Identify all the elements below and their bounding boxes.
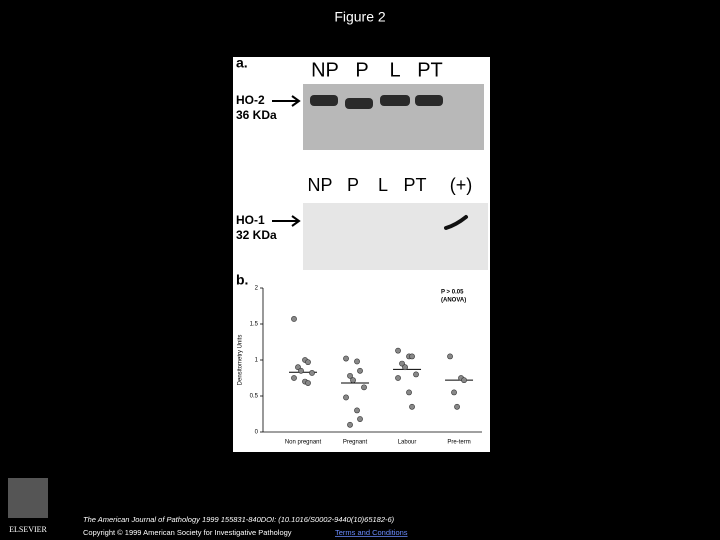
y-axis-label: Densitometry Units — [238, 335, 244, 386]
point — [309, 370, 315, 376]
x-tick-label: Pre-term — [447, 440, 470, 446]
point — [357, 416, 363, 422]
point — [409, 353, 415, 360]
point — [357, 367, 363, 374]
logo-image — [8, 478, 48, 518]
citation: The American Journal of Pathology 1999 1… — [83, 515, 395, 524]
point — [454, 403, 460, 410]
band — [415, 95, 443, 106]
point — [409, 403, 415, 410]
point — [291, 316, 297, 322]
band — [310, 95, 338, 106]
point — [451, 389, 457, 396]
point — [395, 347, 401, 354]
logo-text: ELSEVIER — [9, 525, 47, 534]
point — [305, 380, 311, 386]
point — [347, 372, 353, 379]
point — [447, 353, 453, 360]
lane-label: P — [355, 59, 368, 81]
lane-labels: NP P L PT (+) — [307, 175, 472, 195]
marker-label: HO-2 — [236, 93, 265, 107]
point — [402, 364, 408, 371]
point — [343, 355, 349, 362]
point — [406, 389, 412, 396]
point — [361, 384, 367, 391]
point — [461, 377, 467, 384]
lane-label: L — [378, 175, 388, 195]
y-tick-label: 0.5 — [250, 394, 259, 400]
blot-image — [303, 203, 488, 270]
size-label: 32 KDa — [236, 228, 277, 242]
point — [291, 375, 297, 381]
x-tick-label: Non pregnant — [285, 440, 322, 446]
y-tick-label: 1 — [255, 358, 259, 364]
lane-label: PT — [417, 59, 443, 81]
terms-link[interactable]: Terms and Conditions — [335, 528, 408, 537]
arrow — [272, 95, 301, 107]
band — [345, 98, 373, 109]
point — [395, 375, 401, 381]
lane-labels: NP P L PT — [311, 59, 443, 81]
arrow — [272, 215, 301, 227]
copyright: Copyright © 1999 American Society for In… — [83, 528, 292, 537]
y-tick-label: 1.5 — [250, 322, 259, 328]
lane-label: PT — [403, 175, 426, 195]
point — [347, 421, 353, 428]
point — [305, 359, 311, 366]
point — [343, 394, 349, 401]
lane-label: L — [389, 59, 400, 81]
x-tick-label: Pregnant — [343, 440, 368, 446]
band — [380, 95, 410, 106]
y-tick-label: 2 — [255, 286, 259, 292]
slide-title: Figure 2 — [334, 9, 386, 25]
lane-label: NP — [311, 59, 339, 81]
blot-image — [303, 84, 484, 150]
point — [354, 358, 360, 365]
point — [413, 371, 419, 378]
panel-label: a. — [236, 55, 248, 71]
y-tick-label: 0 — [255, 430, 259, 436]
bands — [310, 95, 443, 109]
lane-label: NP — [307, 175, 332, 195]
marker-label: HO-1 — [236, 213, 265, 227]
size-label: 36 KDa — [236, 108, 277, 122]
lane-label: (+) — [450, 175, 473, 195]
annotation: (ANOVA) — [441, 298, 466, 304]
point — [350, 377, 356, 384]
lane-label: P — [347, 175, 359, 195]
point — [354, 407, 360, 414]
band — [444, 215, 468, 230]
x-tick-label: Labour — [398, 440, 417, 446]
annotation: P > 0.05 — [441, 290, 464, 296]
scatter-plot: 0 0.5 1 1.5 2 Densitometry Units P > 0.05 (ANOV… — [238, 286, 482, 446]
point — [298, 367, 304, 374]
panel-label: b. — [236, 272, 248, 288]
